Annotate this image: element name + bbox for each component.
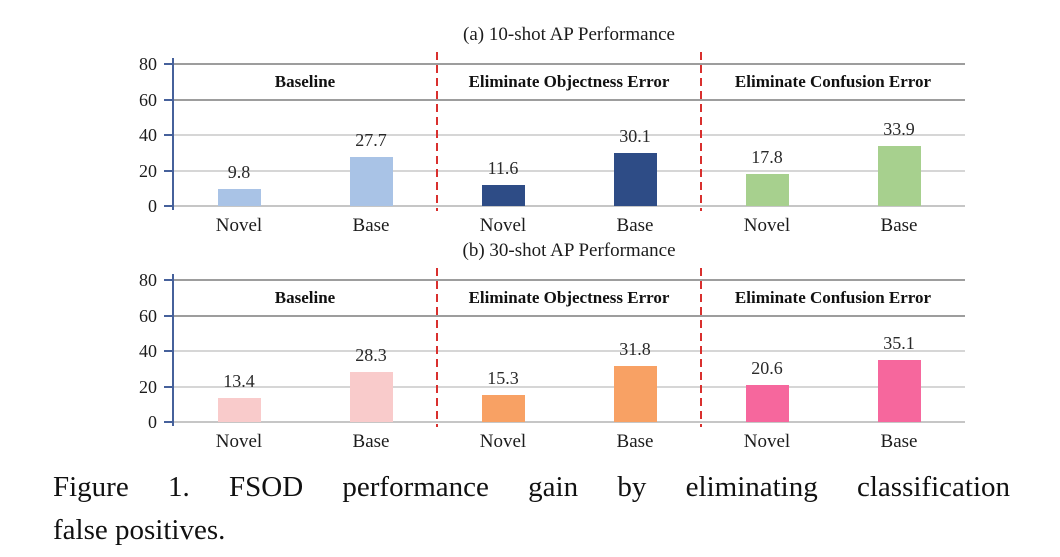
y-axis-label-0: 0	[148, 412, 157, 432]
y-axis-label-60: 60	[139, 89, 157, 110]
y-axis-label-60: 60	[139, 305, 157, 326]
bar-value-label: 31.8	[619, 338, 651, 359]
gridline-0	[173, 421, 965, 423]
bar-value-label: 28.3	[355, 344, 387, 365]
bar-base	[613, 365, 657, 422]
bar-value-label: 13.4	[223, 371, 255, 392]
y-axis-label-80: 80	[139, 54, 157, 74]
bar-novel	[217, 188, 261, 206]
category-label: Base	[880, 431, 918, 452]
category-label: Novel	[215, 215, 263, 236]
bar-value-label: 35.1	[883, 332, 915, 353]
chart-30shot-ap: (b) 30-shot AP Performance 0 20 40 60 80 Basel…	[139, 240, 965, 452]
y-axis-label-40: 40	[139, 125, 157, 145]
section-divider	[436, 268, 438, 427]
gridline-80	[173, 63, 965, 65]
y-tick-40	[164, 350, 173, 352]
section-divider	[436, 52, 438, 211]
y-tick-60	[164, 98, 173, 101]
y-axis	[172, 274, 174, 426]
category-label: Novel	[215, 431, 263, 452]
figure-caption: Figure 1. FSOD performance gain by elimi…	[53, 466, 1010, 552]
bar-novel	[217, 398, 261, 422]
bar-value-label: 11.6	[487, 158, 519, 179]
y-tick-80	[164, 63, 173, 65]
bar-value-label: 27.7	[355, 129, 387, 150]
y-axis-label-40: 40	[139, 341, 157, 361]
category-label: Novel	[479, 215, 527, 236]
caption-line-2: false positives.	[53, 514, 226, 546]
y-tick-80	[164, 279, 173, 281]
y-axis	[172, 58, 174, 210]
y-axis-label-0: 0	[148, 196, 157, 216]
y-axis-label-80: 80	[139, 270, 157, 290]
y-axis-label-20: 20	[139, 376, 157, 397]
category-label: Novel	[479, 431, 527, 452]
bar-value-label: 17.8	[751, 147, 783, 168]
chart-10shot-ap: (a) 10-shot AP Performance 0 20 40 60 80 Basel…	[139, 24, 965, 236]
y-tick-20	[164, 169, 173, 172]
bar-base	[613, 152, 657, 206]
category-label: Base	[352, 215, 390, 236]
bar-novel	[745, 385, 789, 422]
section-header: Eliminate Confusion Error	[734, 288, 932, 307]
bar-value-label: 33.9	[883, 118, 915, 139]
category-label: Base	[880, 215, 918, 236]
gridline-20	[173, 385, 965, 388]
gridline-0	[173, 205, 965, 207]
caption-line-1: Figure 1. FSOD performance gain by elimi…	[53, 471, 1010, 503]
y-tick-60	[164, 314, 173, 317]
section-header: Baseline	[274, 72, 336, 91]
y-axis-label-20: 20	[139, 160, 157, 181]
bar-base	[877, 359, 921, 422]
y-tick-0	[164, 421, 173, 423]
category-label: Base	[352, 431, 390, 452]
gridline-60	[173, 314, 965, 317]
section-header: Eliminate Objectness Error	[468, 288, 670, 307]
bar-value-label: 15.3	[487, 367, 519, 388]
bar-novel	[481, 185, 525, 206]
section-header: Eliminate Confusion Error	[734, 72, 932, 91]
category-label: Novel	[743, 431, 791, 452]
category-label: Novel	[743, 215, 791, 236]
bar-value-label: 20.6	[751, 358, 783, 379]
bar-value-label: 9.8	[227, 161, 251, 182]
bar-value-label: 30.1	[619, 125, 651, 146]
bar-base	[349, 371, 393, 422]
bar-base	[349, 156, 393, 206]
category-label: Base	[616, 431, 654, 452]
bar-novel	[481, 394, 525, 422]
y-tick-40	[164, 134, 173, 136]
section-divider	[700, 52, 702, 211]
y-tick-0	[164, 205, 173, 207]
gridline-60	[173, 98, 965, 101]
section-header: Baseline	[274, 288, 336, 307]
bar-novel	[745, 174, 789, 206]
chart-title: (b) 30-shot AP Performance	[462, 240, 676, 261]
gridline-40	[173, 134, 965, 136]
chart-title: (a) 10-shot AP Performance	[463, 24, 675, 45]
gridline-20	[173, 169, 965, 172]
section-divider	[700, 268, 702, 427]
section-header: Eliminate Objectness Error	[468, 72, 670, 91]
y-tick-20	[164, 385, 173, 388]
bar-base	[877, 145, 921, 206]
category-label: Base	[616, 215, 654, 236]
gridline-40	[173, 350, 965, 352]
gridline-80	[173, 279, 965, 281]
